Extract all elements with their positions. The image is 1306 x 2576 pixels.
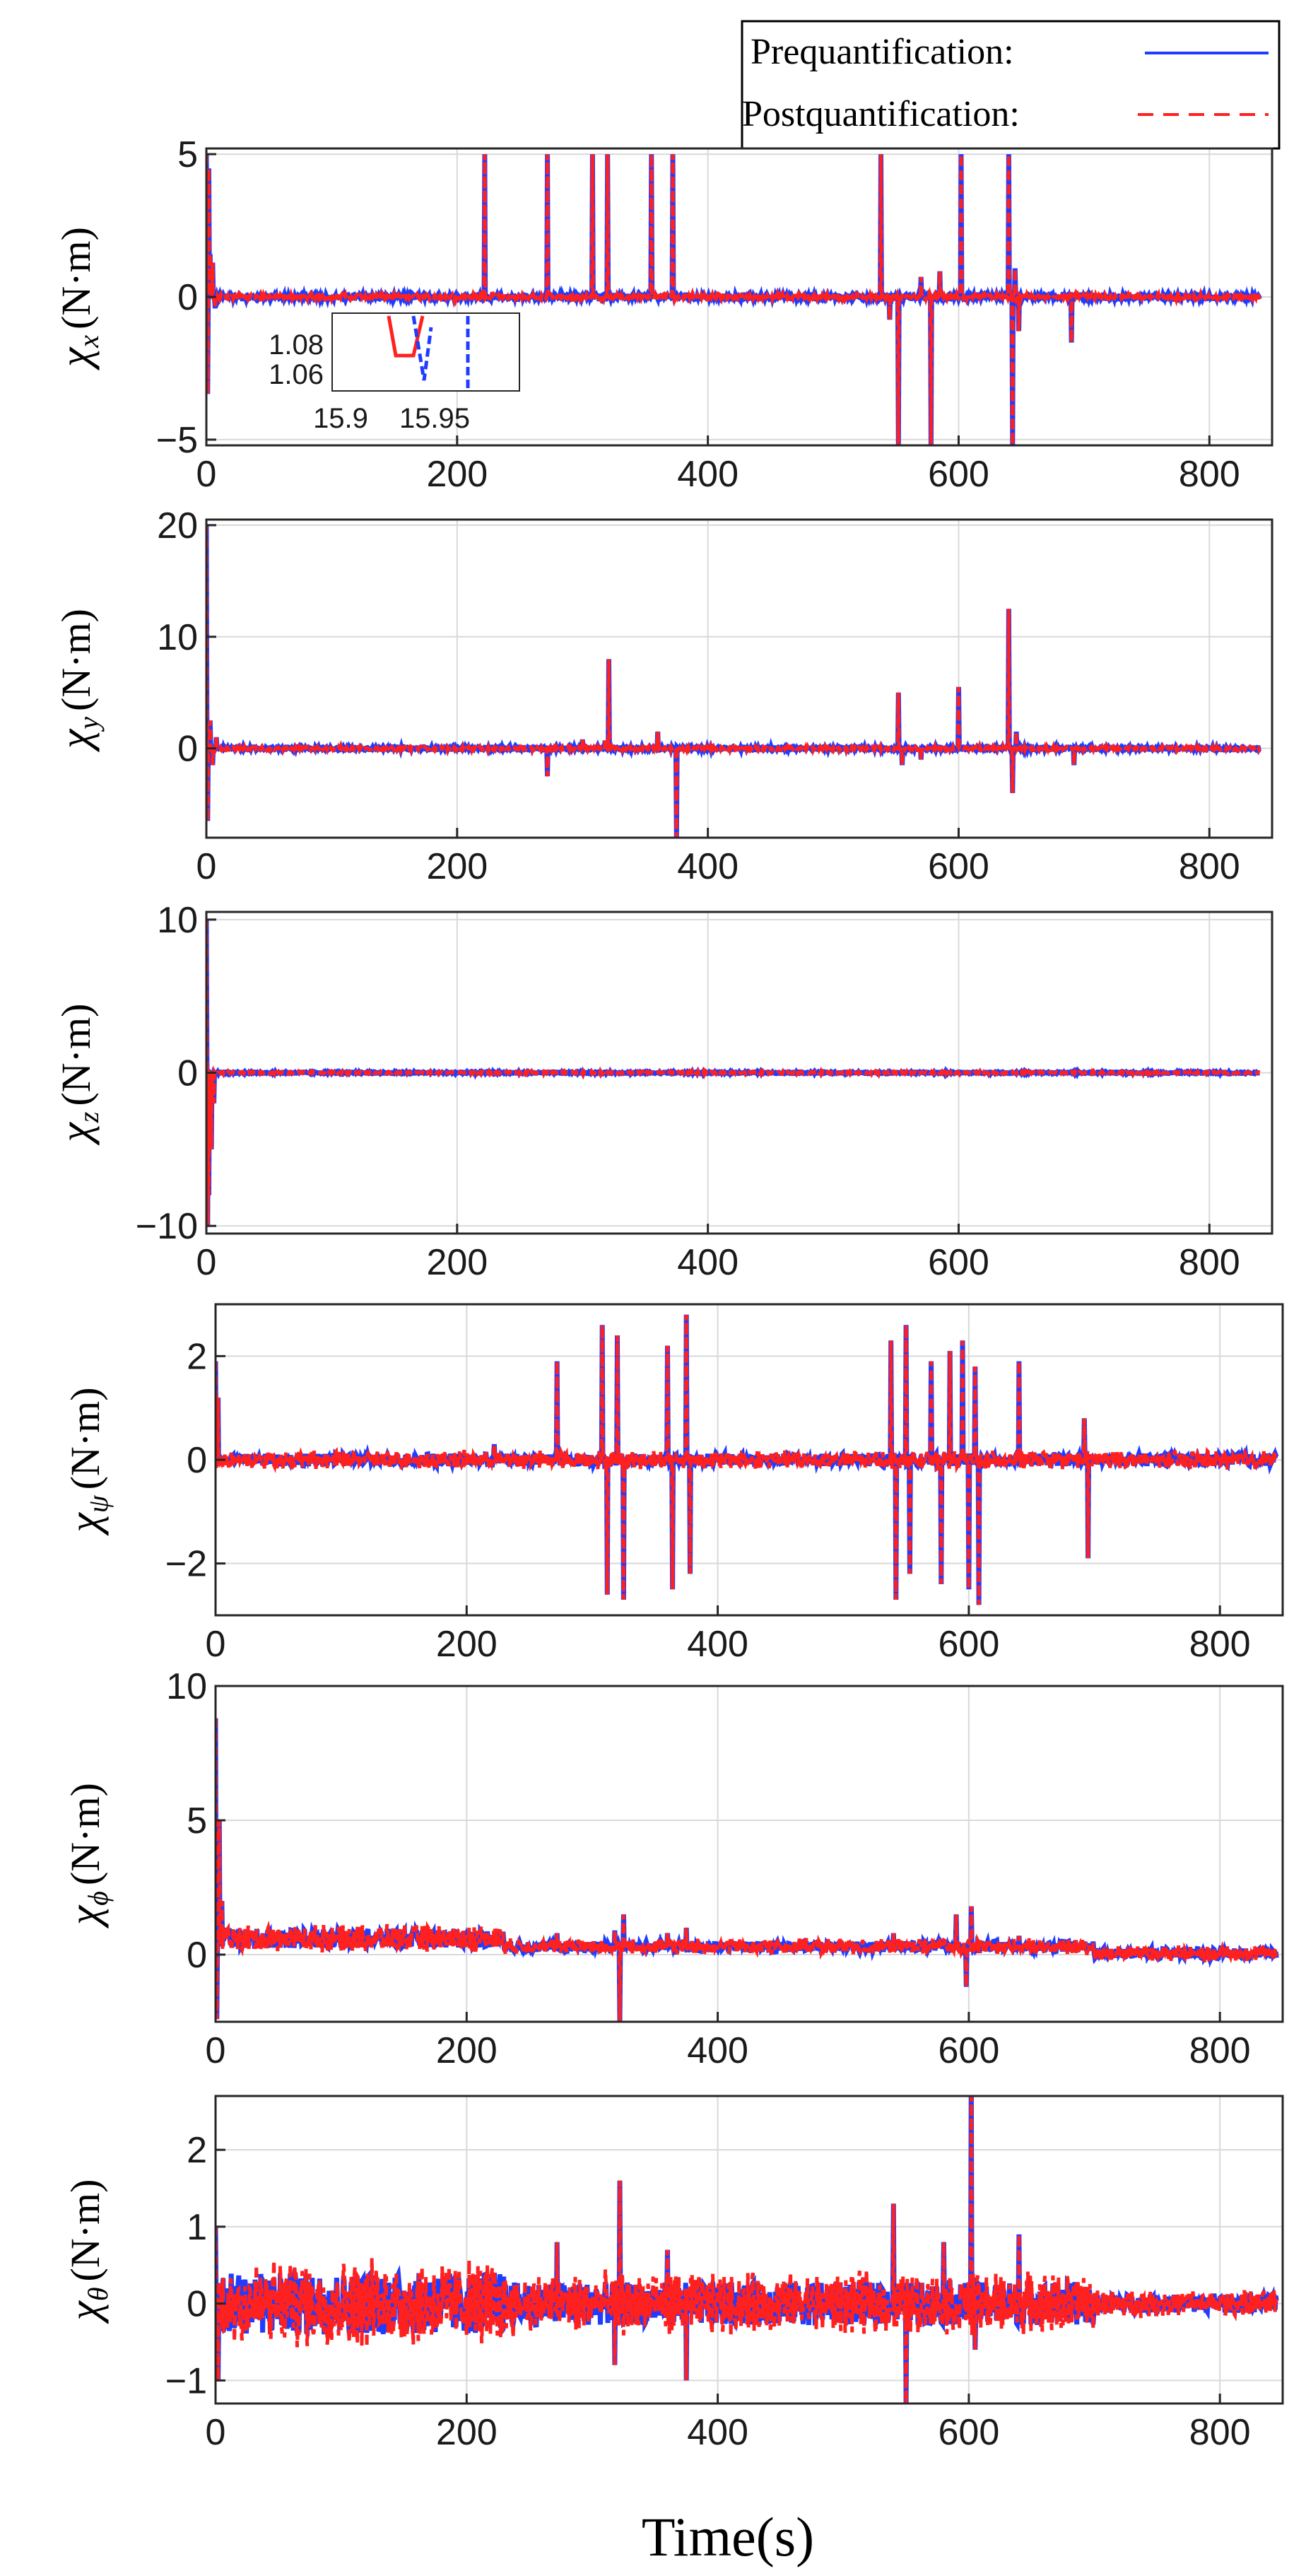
axes-box xyxy=(214,2095,1284,2405)
y-tick-label: 1 xyxy=(187,2207,207,2248)
inset-x-tick-label: 15.9 xyxy=(313,403,368,434)
y-axis-label: χψ(N·m) xyxy=(61,1387,114,1535)
y-tick-label: 0 xyxy=(177,729,198,770)
x-tick-label: 200 xyxy=(426,1242,488,1283)
series-postquantification xyxy=(206,919,1261,1226)
axes-box xyxy=(214,1685,1284,2023)
y-tick-label: −10 xyxy=(136,1206,198,1247)
x-tick-label: 200 xyxy=(426,846,488,887)
x-tick-label: 200 xyxy=(436,2030,498,2071)
axes-box xyxy=(205,518,1273,839)
x-tick-label: 200 xyxy=(436,2412,498,2453)
subplot-theta: 0 200 400 600 800 −1 0 1 2 χθ(N·m) xyxy=(61,2095,1284,2453)
x-tick-label: 600 xyxy=(938,2030,999,2071)
series-postquantification xyxy=(206,525,1261,838)
x-tick-label: 800 xyxy=(1189,2030,1251,2071)
y-axis-label: χy(N·m) xyxy=(52,609,105,752)
series-postquantification xyxy=(206,154,1261,445)
plot-area xyxy=(206,520,1272,838)
y-tick-label: 10 xyxy=(157,900,198,941)
y-tick-label: 2 xyxy=(187,1336,207,1377)
x-tick-label: 800 xyxy=(1179,454,1240,495)
x-tick-label: 400 xyxy=(677,454,739,495)
legend: Prequantification: Postquantification: xyxy=(741,20,1281,150)
y-axis-label: χϕ(N·m) xyxy=(61,1783,114,1928)
legend-box xyxy=(741,20,1281,150)
y-axis-label: χx(N·m) xyxy=(52,227,105,370)
inset-zoom: 1.081.06 15.9 15.95 xyxy=(269,312,520,434)
x-tick-label: 0 xyxy=(196,454,217,495)
x-tick-label: 800 xyxy=(1179,846,1240,887)
legend-label-post: Postquantification: xyxy=(742,94,1020,134)
x-tick-label: 400 xyxy=(677,846,739,887)
x-tick-label: 800 xyxy=(1189,2412,1251,2453)
x-tick-label: 0 xyxy=(196,1242,217,1283)
x-tick-label: 400 xyxy=(687,2412,748,2453)
x-tick-label: 800 xyxy=(1179,1242,1240,1283)
y-tick-label: 10 xyxy=(166,1666,207,1707)
y-axis-label: χz(N·m) xyxy=(52,1004,105,1146)
y-tick-label: −5 xyxy=(156,420,198,461)
x-axis-label: Time(s) xyxy=(642,2506,814,2568)
x-tick-label: 200 xyxy=(426,454,488,495)
x-tick-label: 0 xyxy=(206,2030,226,2071)
subplot-y: 0 200 400 600 800 0 10 20 χy(N·m) xyxy=(52,505,1273,887)
y-tick-label: 20 xyxy=(157,505,198,546)
x-tick-label: 600 xyxy=(928,846,989,887)
x-tick-label: 600 xyxy=(938,2412,999,2453)
y-tick-label: 5 xyxy=(177,134,198,175)
inset-series-pre xyxy=(411,315,470,390)
y-tick-label: 10 xyxy=(157,617,198,658)
x-tick-label: 200 xyxy=(436,1624,498,1665)
series-postquantification xyxy=(216,1718,1278,2022)
y-tick-label: −1 xyxy=(165,2360,207,2401)
y-tick-label: 0 xyxy=(177,1053,198,1094)
x-tick-label: 600 xyxy=(928,1242,989,1283)
x-tick-label: 800 xyxy=(1189,1624,1251,1665)
y-tick-label: 0 xyxy=(187,1935,207,1976)
inset-y-tick-label: 1.06 xyxy=(269,359,324,390)
x-tick-label: 600 xyxy=(938,1624,999,1665)
y-tick-label: 2 xyxy=(187,2130,207,2171)
subplot-phi: 0 200 400 600 800 0 5 10 χϕ(N·m) xyxy=(61,1666,1284,2071)
x-tick-label: 400 xyxy=(687,2030,748,2071)
x-tick-label: 0 xyxy=(206,2412,226,2453)
inset-y-tick-label: 1.08 xyxy=(269,329,324,361)
x-tick-label: 400 xyxy=(687,1624,748,1665)
subplot-psi: 0 200 400 600 800 −2 0 2 χψ(N·m) xyxy=(61,1303,1284,1665)
series-postquantification xyxy=(216,1314,1277,1605)
legend-label-pre: Prequantification: xyxy=(751,32,1014,72)
x-tick-label: 400 xyxy=(677,1242,739,1283)
x-tick-label: 0 xyxy=(206,1624,226,1665)
x-tick-label: 600 xyxy=(928,454,989,495)
series-postquantification xyxy=(216,2096,1278,2404)
y-tick-label: 0 xyxy=(177,277,198,318)
y-axis-label: χθ(N·m) xyxy=(61,2179,114,2324)
y-tick-label: 0 xyxy=(187,1440,207,1481)
inset-x-tick-label: 15.95 xyxy=(399,403,470,434)
y-tick-label: −2 xyxy=(165,1544,207,1585)
plot-area xyxy=(216,1686,1283,2022)
x-tick-label: 0 xyxy=(196,846,217,887)
y-tick-label: 0 xyxy=(187,2284,207,2325)
plot-area xyxy=(216,2096,1283,2404)
y-tick-label: 5 xyxy=(187,1801,207,1842)
